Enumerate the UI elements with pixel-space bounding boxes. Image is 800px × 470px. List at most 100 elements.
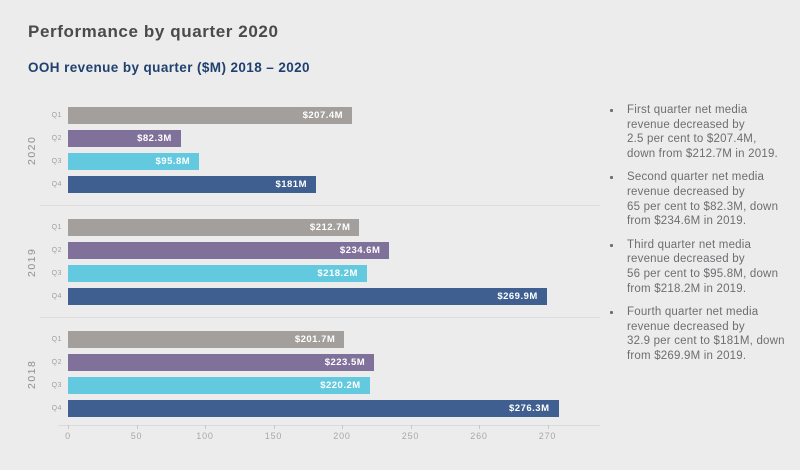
axis-tick-label: 270 bbox=[538, 431, 557, 441]
bar-row-2019-q2: Q2 $234.6M bbox=[40, 242, 600, 259]
insight-item-1: First quarter net media revenue decrease… bbox=[610, 103, 794, 161]
bar-row-2018-q2: Q2 $223.5M bbox=[40, 354, 600, 371]
bar-value-label: $269.9M bbox=[497, 291, 538, 302]
bar-2018-q1: $201.7M bbox=[68, 331, 345, 348]
insight-text: Third quarter net media revenue decrease… bbox=[627, 238, 779, 295]
bar-track: $234.6M bbox=[68, 242, 598, 259]
bullet-icon bbox=[610, 109, 613, 112]
axis-tick-mark bbox=[136, 425, 138, 429]
bar-track: $269.9M bbox=[68, 288, 598, 305]
bar-row-2020-q1: Q1 $207.4M bbox=[40, 107, 600, 124]
quarter-label: Q1 bbox=[51, 224, 62, 231]
bar-2020-q2: $82.3M bbox=[68, 130, 181, 147]
bar-value-label: $234.6M bbox=[339, 245, 381, 256]
bar-row-2020-q2: Q2 $82.3M bbox=[40, 130, 600, 147]
bar-value-label: $212.7M bbox=[309, 222, 351, 233]
bar-chart: 2020 Q1 $207.4M Q2 $82.3M Q3 $95.8M Q4 $181M 2019… bbox=[24, 107, 600, 445]
bar-2018-q4: $276.3M bbox=[68, 400, 559, 417]
bar-row-2018-q3: Q3 $220.2M bbox=[40, 377, 600, 394]
bullet-icon bbox=[610, 243, 613, 247]
quarter-label: Q3 bbox=[51, 382, 62, 389]
axis-tick-label: 250 bbox=[401, 431, 420, 441]
bar-2020-q3: $95.8M bbox=[68, 153, 200, 170]
axis-tick-label: 260 bbox=[470, 431, 488, 441]
x-axis-line bbox=[58, 425, 600, 426]
bar-track: $181M bbox=[68, 176, 598, 193]
axis-tick-mark bbox=[342, 425, 343, 429]
bar-groups: 2020 Q1 $207.4M Q2 $82.3M Q3 $95.8M Q4 $181M 2019… bbox=[24, 107, 600, 417]
bar-track: $82.3M bbox=[68, 130, 598, 147]
bar-value-label: $223.5M bbox=[324, 357, 366, 368]
year-group-2020: 2020 Q1 $207.4M Q2 $82.3M Q3 $95.8M Q4 $181M bbox=[24, 107, 600, 193]
bullet-icon bbox=[610, 176, 613, 180]
year-group-rows: Q1 $201.7M Q2 $223.5M Q3 $220.2M Q4 $276.3M bbox=[40, 331, 600, 417]
axis-tick-label: 50 bbox=[130, 431, 143, 441]
axis-tick-mark bbox=[547, 425, 549, 429]
bar-value-label: $276.3M bbox=[509, 403, 550, 414]
axis-tick-mark bbox=[68, 425, 69, 429]
insight-text: First quarter net media revenue decrease… bbox=[627, 104, 778, 160]
bar-row-2018-q4: Q4 $276.3M bbox=[40, 400, 600, 417]
bar-track: $212.7M bbox=[68, 219, 598, 236]
year-group-2019: 2019 Q1 $212.7M Q2 $234.6M Q3 $218.2M Q4 $269.9M bbox=[24, 219, 600, 305]
bar-track: $220.2M bbox=[68, 377, 598, 394]
bar-2020-q4: $181M bbox=[68, 176, 316, 193]
axis-tick-mark bbox=[479, 425, 480, 429]
bar-2018-q2: $223.5M bbox=[68, 354, 375, 371]
quarter-label: Q3 bbox=[51, 158, 62, 165]
insight-text: Fourth quarter net media revenue decreas… bbox=[627, 306, 785, 362]
quarter-label: Q2 bbox=[51, 247, 62, 254]
insights-list: First quarter net media revenue decrease… bbox=[610, 103, 794, 373]
bullet-icon bbox=[610, 311, 613, 315]
bar-row-2019-q1: Q1 $212.7M bbox=[40, 219, 600, 236]
group-separator bbox=[40, 205, 600, 206]
bar-value-label: $218.2M bbox=[317, 268, 358, 279]
insight-text: Second quarter net media revenue decreas… bbox=[627, 171, 779, 228]
bar-value-label: $201.7M bbox=[294, 334, 336, 345]
bar-value-label: $207.4M bbox=[302, 110, 344, 121]
year-group-rows: Q1 $207.4M Q2 $82.3M Q3 $95.8M Q4 $181M bbox=[40, 107, 600, 193]
quarter-label: Q1 bbox=[51, 336, 62, 343]
quarter-label: Q2 bbox=[51, 359, 62, 366]
insight-item-2: Second quarter net media revenue decreas… bbox=[610, 170, 794, 228]
bar-track: $95.8M bbox=[68, 153, 598, 170]
group-separator bbox=[40, 317, 600, 318]
insight-item-3: Third quarter net media revenue decrease… bbox=[610, 238, 794, 296]
quarter-label: Q2 bbox=[51, 135, 62, 142]
bar-2019-q1: $212.7M bbox=[68, 219, 360, 236]
chart-subtitle: OOH revenue by quarter ($M) 2018 – 2020 bbox=[28, 60, 310, 75]
year-group-2018: 2018 Q1 $201.7M Q2 $223.5M Q3 $220.2M Q4 $276.3M bbox=[24, 331, 600, 417]
bar-2018-q3: $220.2M bbox=[68, 377, 370, 394]
quarter-label: Q4 bbox=[51, 405, 62, 412]
bar-track: $223.5M bbox=[68, 354, 598, 371]
year-group-rows: Q1 $212.7M Q2 $234.6M Q3 $218.2M Q4 $269.9M bbox=[40, 219, 600, 305]
quarter-label: Q1 bbox=[51, 112, 62, 119]
year-label: 2018 bbox=[26, 359, 38, 389]
quarter-label: Q3 bbox=[51, 270, 62, 277]
bar-track: $218.2M bbox=[68, 265, 598, 282]
bar-value-label: $82.3M bbox=[137, 133, 172, 144]
bar-row-2018-q1: Q1 $201.7M bbox=[40, 331, 600, 348]
bar-row-2019-q4: Q4 $269.9M bbox=[40, 288, 600, 305]
bar-2019-q3: $218.2M bbox=[68, 265, 367, 282]
bar-value-label: $181M bbox=[275, 179, 307, 190]
axis-tick-label: 200 bbox=[333, 431, 351, 441]
axis-tick-mark bbox=[205, 425, 206, 429]
bar-value-label: $220.2M bbox=[320, 380, 361, 391]
bar-track: $207.4M bbox=[68, 107, 598, 124]
bar-track: $276.3M bbox=[68, 400, 598, 417]
year-label: 2019 bbox=[26, 247, 38, 277]
bar-row-2020-q4: Q4 $181M bbox=[40, 176, 600, 193]
x-axis: 0 50 100 150 200 250 260 270 bbox=[58, 425, 600, 445]
quarter-label: Q4 bbox=[51, 181, 62, 188]
axis-tick-label: 150 bbox=[264, 431, 283, 441]
bar-track: $201.7M bbox=[68, 331, 598, 348]
bar-2020-q1: $207.4M bbox=[68, 107, 353, 124]
year-label: 2020 bbox=[26, 135, 38, 165]
bar-2019-q2: $234.6M bbox=[68, 242, 390, 259]
bar-2019-q4: $269.9M bbox=[68, 288, 547, 305]
axis-tick-label: 0 bbox=[65, 431, 71, 441]
page-title: Performance by quarter 2020 bbox=[28, 22, 279, 41]
quarter-label: Q4 bbox=[51, 293, 62, 300]
bar-row-2020-q3: Q3 $95.8M bbox=[40, 153, 600, 170]
